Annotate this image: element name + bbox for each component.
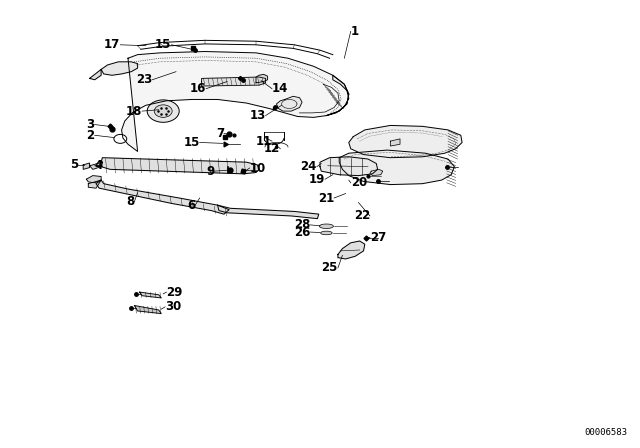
Polygon shape (90, 69, 101, 80)
Text: 19: 19 (308, 172, 325, 186)
Ellipse shape (321, 231, 332, 235)
Text: 23: 23 (136, 73, 152, 86)
Polygon shape (90, 162, 102, 169)
Text: 4: 4 (95, 159, 103, 172)
Text: 29: 29 (166, 285, 183, 299)
Polygon shape (339, 150, 454, 185)
Circle shape (147, 100, 179, 122)
Text: 26: 26 (294, 225, 310, 239)
Text: 25: 25 (321, 261, 338, 275)
Polygon shape (218, 205, 319, 219)
Polygon shape (86, 176, 101, 183)
Ellipse shape (319, 224, 333, 228)
Text: 14: 14 (272, 82, 289, 95)
Text: 10: 10 (250, 161, 266, 175)
Polygon shape (122, 52, 349, 151)
Polygon shape (96, 180, 229, 214)
Polygon shape (326, 75, 349, 116)
Circle shape (154, 105, 172, 117)
Polygon shape (256, 74, 268, 83)
Text: 30: 30 (165, 300, 181, 314)
Text: 18: 18 (125, 104, 142, 118)
Text: 21: 21 (318, 191, 334, 205)
Text: 9: 9 (206, 164, 214, 178)
Polygon shape (101, 158, 259, 174)
Text: 15: 15 (155, 38, 172, 52)
Circle shape (114, 134, 127, 143)
Polygon shape (202, 77, 266, 86)
Text: 13: 13 (250, 109, 266, 122)
Text: 8: 8 (126, 195, 134, 208)
Polygon shape (101, 62, 138, 75)
Polygon shape (370, 169, 383, 176)
Polygon shape (276, 96, 302, 111)
Text: 6: 6 (187, 198, 195, 212)
Text: 00006583: 00006583 (584, 428, 627, 437)
Text: 15: 15 (183, 136, 200, 149)
Text: 20: 20 (351, 176, 367, 190)
Polygon shape (88, 180, 101, 188)
Polygon shape (320, 157, 378, 176)
Text: 3: 3 (86, 118, 95, 131)
Text: 16: 16 (189, 82, 206, 95)
Text: 28: 28 (294, 218, 310, 232)
Polygon shape (390, 139, 400, 146)
Text: 7: 7 (216, 127, 224, 140)
Text: 5: 5 (70, 158, 78, 172)
Polygon shape (338, 241, 365, 259)
Text: 12: 12 (264, 142, 280, 155)
Text: 2: 2 (86, 129, 95, 142)
Text: 27: 27 (370, 231, 386, 244)
Text: 24: 24 (300, 160, 317, 173)
Text: 17: 17 (104, 38, 120, 52)
Polygon shape (349, 125, 462, 158)
Text: 22: 22 (354, 209, 370, 223)
Polygon shape (83, 163, 90, 169)
Text: 1: 1 (351, 25, 359, 38)
Polygon shape (140, 292, 161, 298)
Polygon shape (134, 306, 161, 314)
Text: 11: 11 (256, 134, 272, 148)
